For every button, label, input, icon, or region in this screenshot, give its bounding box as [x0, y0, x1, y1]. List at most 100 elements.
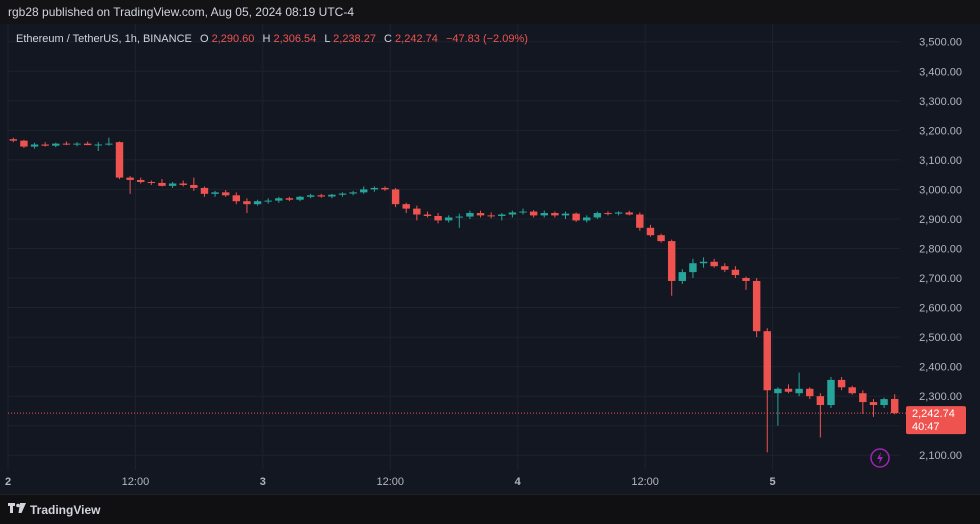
- candle-body: [338, 193, 347, 195]
- candle-body: [370, 187, 379, 190]
- candle-body: [423, 214, 432, 216]
- y-tick-label: 2,800.00: [919, 243, 962, 255]
- candle-body: [466, 213, 474, 217]
- publisher-bar: rgb28 published on TradingView.com, Aug …: [0, 0, 980, 24]
- legend-h-label: H: [262, 33, 270, 45]
- candle-body: [540, 213, 548, 216]
- grid-lines: [7, 24, 900, 470]
- y-tick-label: 2,500.00: [919, 332, 962, 344]
- candle-body: [551, 213, 559, 216]
- x-tick-label: 4: [515, 476, 522, 488]
- candle-body: [678, 272, 687, 281]
- y-tick-label: 2,900.00: [919, 214, 962, 226]
- x-tick-label: 12:00: [631, 476, 659, 488]
- candle-body: [614, 212, 623, 214]
- y-tick-label: 3,100.00: [919, 155, 962, 167]
- publisher-line: rgb28 published on TradingView.com, Aug …: [8, 5, 355, 19]
- legend-o-label: O: [200, 33, 209, 45]
- candle-body: [699, 261, 708, 264]
- x-axis: 2 12:00 3 12:00 4 12:00 5: [5, 476, 776, 488]
- candle-body: [572, 213, 580, 221]
- candle-body: [126, 177, 134, 180]
- candle-body: [774, 388, 782, 394]
- candles-layer: [9, 137, 899, 453]
- candle-body: [211, 192, 219, 194]
- candle-body: [795, 388, 803, 394]
- candle-body: [583, 217, 591, 221]
- y-axis: 2,100.002,200.002,300.002,400.002,500.00…: [919, 37, 962, 463]
- x-tick-label: 3: [260, 476, 266, 488]
- candle-body: [476, 213, 485, 216]
- candle-body: [413, 208, 421, 215]
- candle-body: [83, 143, 92, 146]
- candle-body: [604, 213, 612, 215]
- candle-body: [880, 399, 888, 406]
- candle-body: [275, 198, 283, 201]
- candle-body: [296, 196, 304, 200]
- x-tick-label: 12:00: [122, 476, 150, 488]
- legend-l-label: L: [324, 33, 330, 45]
- tradingview-logo-icon[interactable]: [8, 503, 26, 515]
- candle-body: [806, 388, 814, 397]
- candle-body: [455, 216, 464, 218]
- candle-body: [62, 143, 71, 145]
- y-tick-label: 2,400.00: [919, 362, 962, 374]
- candle-body: [625, 212, 633, 215]
- x-tick-label: 12:00: [377, 476, 405, 488]
- candle-body: [168, 183, 177, 186]
- price-countdown: 40:47: [912, 421, 940, 433]
- last-price-box: [906, 406, 966, 435]
- candle-body: [253, 201, 262, 205]
- candle-body: [444, 217, 453, 221]
- candle-body: [434, 215, 442, 221]
- candle-body: [763, 331, 771, 391]
- candle-body: [190, 184, 198, 188]
- candle-body: [519, 211, 527, 213]
- candle-body: [391, 189, 400, 205]
- candle-body: [158, 182, 166, 186]
- y-tick-label: 2,600.00: [919, 303, 962, 315]
- candle-body: [264, 200, 272, 202]
- candle-body: [20, 140, 28, 147]
- candle-body: [147, 182, 156, 184]
- candle-body: [646, 227, 655, 236]
- legend-change: −47.83 (−2.09%): [446, 33, 528, 45]
- candle-body: [721, 266, 729, 270]
- legend-high-value: 2,306.54: [273, 33, 316, 45]
- candle-body: [498, 214, 506, 216]
- candle-body: [561, 213, 570, 216]
- candle-body: [742, 278, 750, 281]
- candle-body: [529, 211, 538, 216]
- legend-symbol: Ethereum / TetherUS, 1h, BINANCE: [16, 33, 192, 45]
- candle-body: [115, 142, 124, 178]
- tradingview-brand[interactable]: TradingView: [30, 503, 101, 517]
- candle-body: [137, 179, 145, 183]
- candle-body: [360, 189, 368, 193]
- x-tick-label: 2: [5, 476, 11, 488]
- y-tick-label: 3,000.00: [919, 184, 962, 196]
- candle-body: [306, 195, 315, 197]
- last-price-value: 2,242.74: [912, 408, 955, 420]
- svg-text:Ethereum / TetherUS, 1h, BINAN: Ethereum / TetherUS, 1h, BINANCE O 2,290…: [16, 33, 528, 45]
- candle-body: [593, 213, 602, 218]
- candle-body: [636, 214, 644, 228]
- x-tick-label: 5: [770, 476, 776, 488]
- candle-body: [105, 143, 113, 145]
- y-tick-label: 3,300.00: [919, 96, 962, 108]
- candle-body: [752, 280, 761, 332]
- candle-body: [731, 269, 740, 276]
- candle-body: [73, 143, 81, 145]
- candle-body: [328, 194, 336, 197]
- y-tick-label: 2,700.00: [919, 273, 962, 285]
- candle-body: [848, 387, 856, 394]
- candle-body: [508, 212, 517, 215]
- candle-body: [285, 198, 294, 200]
- candle-body: [52, 143, 60, 146]
- candle-body: [41, 144, 49, 146]
- legend-close-value: 2,242.74: [395, 33, 438, 45]
- legend-open-value: 2,290.60: [212, 33, 255, 45]
- lightning-alert-icon[interactable]: [870, 448, 890, 468]
- candle-body: [816, 396, 825, 406]
